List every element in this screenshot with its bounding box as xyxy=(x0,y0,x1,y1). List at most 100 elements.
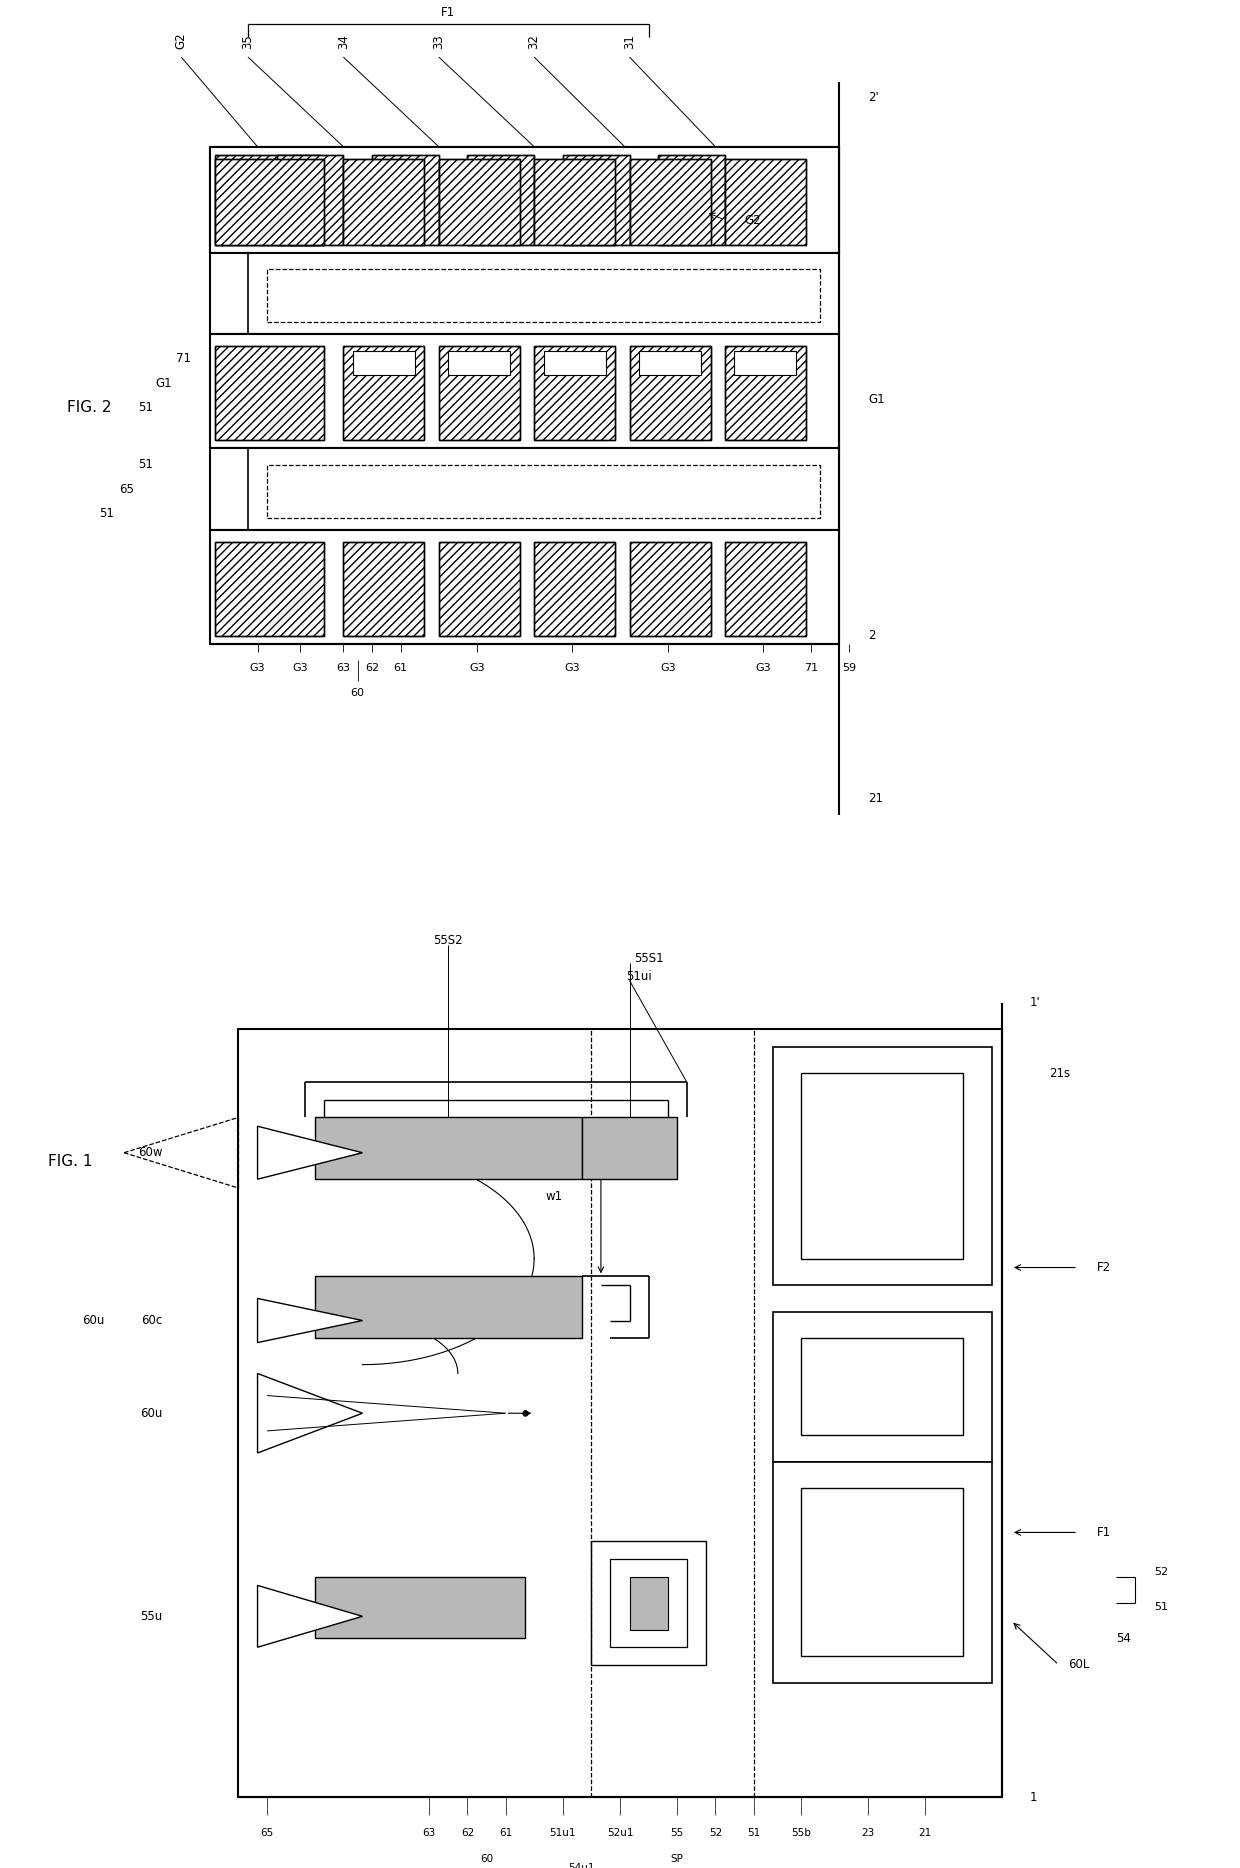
Bar xyxy=(725,542,806,635)
Text: 31: 31 xyxy=(622,34,636,49)
Bar xyxy=(467,155,534,245)
Text: F2: F2 xyxy=(1097,1261,1111,1274)
Bar xyxy=(215,542,325,635)
Bar xyxy=(315,1276,582,1337)
Text: F1: F1 xyxy=(441,6,455,19)
Polygon shape xyxy=(258,1586,362,1648)
Bar xyxy=(210,252,839,334)
Text: 34: 34 xyxy=(337,34,350,49)
Text: G3: G3 xyxy=(249,663,265,672)
Bar xyxy=(215,155,320,245)
Bar xyxy=(725,542,806,635)
Bar xyxy=(277,155,343,245)
Bar xyxy=(343,542,424,635)
Bar xyxy=(215,346,325,441)
Text: 63: 63 xyxy=(336,663,351,672)
Bar xyxy=(534,542,615,635)
Bar xyxy=(630,159,711,245)
Text: 54: 54 xyxy=(1116,1633,1131,1646)
Text: 55b: 55b xyxy=(791,1827,811,1838)
Bar xyxy=(315,1117,582,1179)
Bar xyxy=(582,1117,677,1179)
Bar xyxy=(773,1311,992,1463)
Text: 51: 51 xyxy=(1154,1603,1168,1612)
Bar xyxy=(449,351,511,375)
Text: 61: 61 xyxy=(393,663,408,672)
Bar xyxy=(534,159,615,245)
Text: 55S2: 55S2 xyxy=(434,934,463,947)
Text: 71: 71 xyxy=(804,663,818,672)
Bar xyxy=(725,159,806,245)
Text: G2: G2 xyxy=(744,213,760,226)
Bar xyxy=(734,351,796,375)
Text: 51: 51 xyxy=(138,458,153,471)
Text: 51u1: 51u1 xyxy=(549,1827,577,1838)
Text: G3: G3 xyxy=(660,663,676,672)
Text: 54u1: 54u1 xyxy=(569,1862,595,1868)
Bar xyxy=(215,159,325,245)
Text: G3: G3 xyxy=(293,663,309,672)
Text: 52u1: 52u1 xyxy=(606,1827,634,1838)
Text: 60L: 60L xyxy=(1069,1659,1090,1672)
Bar xyxy=(630,542,711,635)
Bar xyxy=(725,159,806,245)
Text: 60: 60 xyxy=(351,687,365,699)
Text: 51: 51 xyxy=(746,1827,760,1838)
Bar xyxy=(630,542,711,635)
Text: 63: 63 xyxy=(423,1827,435,1838)
Bar xyxy=(658,155,725,245)
Text: G1: G1 xyxy=(155,377,171,390)
Text: 55u: 55u xyxy=(140,1610,162,1623)
Text: 1': 1' xyxy=(1030,996,1040,1009)
Bar xyxy=(439,159,520,245)
Bar xyxy=(343,159,424,245)
Bar xyxy=(372,155,439,245)
Bar xyxy=(439,542,520,635)
Bar xyxy=(801,1337,963,1435)
Text: G3: G3 xyxy=(564,663,580,672)
Bar xyxy=(215,346,325,441)
Bar xyxy=(630,346,711,441)
Bar xyxy=(343,346,424,441)
Text: 65: 65 xyxy=(260,1827,274,1838)
Text: 62: 62 xyxy=(365,663,379,672)
Bar xyxy=(215,155,320,245)
Bar xyxy=(801,1074,963,1259)
Bar xyxy=(725,346,806,441)
Text: 60c: 60c xyxy=(141,1313,162,1326)
Bar xyxy=(639,351,701,375)
Text: 65: 65 xyxy=(119,482,134,495)
Bar xyxy=(215,542,325,635)
Bar xyxy=(343,346,424,441)
Text: 23: 23 xyxy=(862,1827,874,1838)
Text: FIG. 2: FIG. 2 xyxy=(67,400,112,415)
Bar xyxy=(210,531,839,644)
Bar xyxy=(238,1029,1002,1797)
Bar xyxy=(610,1560,687,1648)
Bar xyxy=(563,155,630,245)
Text: 2': 2' xyxy=(868,92,879,105)
Text: 2: 2 xyxy=(868,630,875,643)
Bar xyxy=(630,1577,667,1629)
Text: 21: 21 xyxy=(919,1827,931,1838)
Text: 59: 59 xyxy=(842,663,856,672)
Bar xyxy=(630,159,711,245)
Bar xyxy=(725,346,806,441)
Bar xyxy=(343,159,424,245)
Bar xyxy=(591,1541,706,1664)
Bar xyxy=(267,269,821,321)
Polygon shape xyxy=(258,1373,362,1453)
Text: 60u: 60u xyxy=(140,1407,162,1420)
Bar xyxy=(534,346,615,441)
Bar xyxy=(315,1577,525,1638)
Text: 60: 60 xyxy=(480,1855,494,1864)
Bar xyxy=(467,155,534,245)
Bar xyxy=(372,155,439,245)
Bar xyxy=(543,351,605,375)
Text: 51: 51 xyxy=(99,506,114,519)
Text: 35: 35 xyxy=(242,34,254,49)
Bar xyxy=(630,346,711,441)
Bar xyxy=(215,159,325,245)
Text: 60w: 60w xyxy=(138,1147,162,1160)
Bar xyxy=(343,542,424,635)
